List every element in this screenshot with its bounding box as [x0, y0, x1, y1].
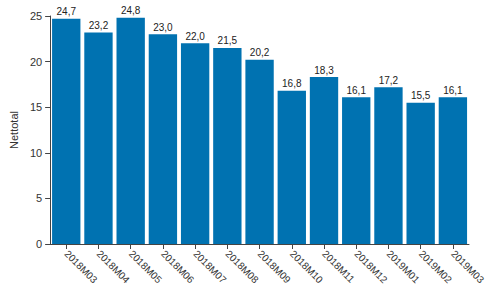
svg-text:2018M05: 2018M05 — [127, 248, 165, 286]
svg-text:15,5: 15,5 — [411, 90, 431, 101]
svg-text:5: 5 — [36, 192, 42, 204]
svg-text:23,2: 23,2 — [89, 20, 109, 31]
svg-text:22,0: 22,0 — [185, 31, 205, 42]
svg-text:10: 10 — [30, 147, 42, 159]
svg-text:2018M06: 2018M06 — [159, 248, 197, 286]
svg-text:2018M12: 2018M12 — [352, 248, 390, 286]
svg-text:Nettotal: Nettotal — [8, 111, 20, 149]
svg-text:2018M09: 2018M09 — [256, 248, 294, 286]
svg-text:2019M02: 2019M02 — [417, 248, 455, 286]
svg-text:20,2: 20,2 — [250, 47, 270, 58]
svg-text:15: 15 — [30, 101, 42, 113]
svg-text:2018M11: 2018M11 — [320, 248, 357, 285]
svg-text:2019M01: 2019M01 — [385, 248, 423, 286]
svg-text:2018M04: 2018M04 — [95, 248, 133, 286]
svg-text:20: 20 — [30, 56, 42, 68]
svg-text:16,1: 16,1 — [443, 85, 463, 96]
svg-text:17,2: 17,2 — [379, 75, 399, 86]
svg-text:2018M07: 2018M07 — [191, 248, 229, 286]
svg-text:24,8: 24,8 — [121, 5, 141, 16]
svg-text:0: 0 — [36, 238, 42, 250]
svg-text:2018M03: 2018M03 — [62, 248, 100, 286]
svg-text:25: 25 — [30, 10, 42, 22]
svg-text:16,1: 16,1 — [346, 85, 366, 96]
svg-text:24,7: 24,7 — [57, 6, 77, 17]
svg-text:2019M03: 2019M03 — [449, 248, 487, 286]
svg-text:21,5: 21,5 — [218, 35, 238, 46]
svg-text:18,3: 18,3 — [314, 65, 334, 76]
svg-text:2018M08: 2018M08 — [223, 248, 261, 286]
svg-text:23,0: 23,0 — [153, 22, 173, 33]
svg-text:2018M10: 2018M10 — [288, 248, 326, 286]
svg-text:16,8: 16,8 — [282, 78, 302, 89]
